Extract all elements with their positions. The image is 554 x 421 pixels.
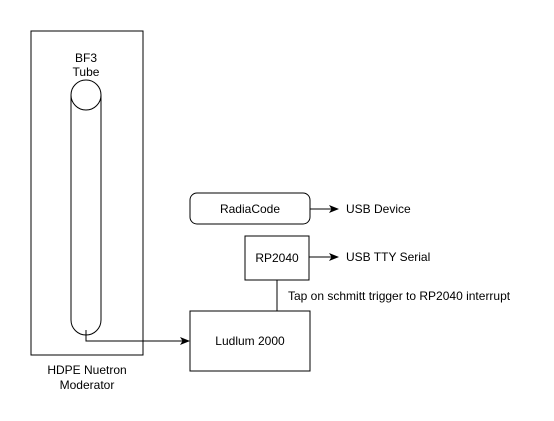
ludlum-label: Ludlum 2000 (215, 334, 285, 348)
rp2040-label: RP2040 (255, 251, 299, 265)
tube-to-ludlum-connector (85, 330, 190, 345)
moderator-box (30, 30, 144, 356)
bf3-tube-body (70, 95, 102, 336)
rp2040-box (244, 235, 310, 281)
moderator-label-line1: HDPE Nuetron (47, 363, 126, 377)
ludlum-box (189, 310, 311, 372)
usb-tty-serial-label: USB TTY Serial (346, 250, 430, 264)
moderator-label-line2: Moderator (60, 378, 115, 392)
bf3-tube-top (70, 79, 102, 111)
radiacode-label: RadiaCode (220, 202, 280, 216)
tap-label: Tap on schmitt trigger to RP2040 interru… (288, 289, 511, 303)
tube-label-line1: BF3 (75, 51, 97, 65)
usb-device-label: USB Device (346, 202, 411, 216)
bf3-tube (70, 79, 102, 336)
tube-label-line2: Tube (73, 65, 100, 79)
